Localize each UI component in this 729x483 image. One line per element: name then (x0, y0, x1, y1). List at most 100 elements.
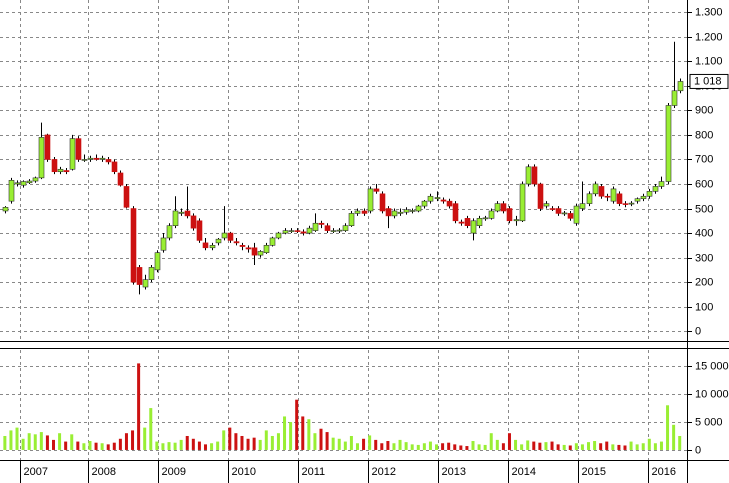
candle-body (172, 210, 179, 226)
last-value-box (689, 73, 729, 89)
candle-body (452, 203, 459, 222)
volume-bar (203, 444, 207, 450)
candle-body (2, 206, 9, 212)
volume-bar (76, 441, 80, 450)
volume-bar (21, 438, 25, 450)
candle-body (190, 215, 197, 229)
x-tick-label: 2007 (24, 466, 48, 478)
candle-body (227, 232, 234, 241)
volume-bar (392, 443, 396, 450)
candle-body (160, 237, 167, 251)
candle-body (622, 203, 629, 205)
y-tick-label: 300 (695, 252, 713, 264)
candle-body (282, 230, 289, 234)
volume-bar (568, 445, 572, 450)
candle-body (500, 203, 507, 212)
y-tick-label: 100 (695, 301, 713, 313)
candle-body (136, 267, 143, 285)
volume-bar (112, 442, 116, 450)
volume-bar (422, 443, 426, 450)
candle-body (543, 203, 550, 207)
volume-bar (404, 442, 408, 450)
volume-bar (118, 438, 122, 450)
volume-bar (465, 446, 469, 450)
volume-bar (550, 441, 554, 450)
y-tick-label: 1.100 (695, 55, 723, 67)
volume-bar (173, 442, 177, 450)
candle-body (415, 205, 422, 212)
volume-bar (380, 443, 384, 450)
candle-body (239, 245, 246, 247)
volume-bar (514, 439, 518, 450)
candle-body (312, 222, 319, 231)
candle-body (658, 181, 665, 187)
candle-body (373, 188, 380, 192)
volume-bar (386, 441, 390, 450)
y-tick-label: 0 (695, 444, 701, 456)
candle-body (99, 157, 106, 160)
y-tick-label: 200 (695, 276, 713, 288)
candle-body (586, 193, 593, 204)
candle-body (506, 208, 513, 222)
y-tick-label: 15 000 (695, 360, 729, 372)
candle-body (330, 230, 337, 232)
y-tick-label: 600 (695, 178, 713, 190)
volume-bar (131, 430, 135, 450)
volume-bar (428, 441, 432, 450)
volume-bar (3, 435, 7, 450)
candle-body (385, 208, 392, 217)
volume-bar (611, 444, 615, 450)
volume-bar (355, 443, 359, 450)
candle-body (361, 210, 368, 214)
volume-bar (82, 443, 86, 450)
volume-bar (39, 432, 43, 450)
candle-body (20, 181, 27, 186)
volume-bar (562, 444, 566, 450)
y-tick-label: 700 (695, 153, 713, 165)
candle-body (652, 186, 659, 192)
candle-body (26, 180, 33, 184)
x-tick-label: 2009 (162, 466, 186, 478)
y-tick-label: 0 (695, 325, 701, 337)
x-tick-label: 2011 (302, 466, 326, 478)
candle-body (592, 183, 599, 195)
volume-bar (672, 424, 676, 450)
volume-bar (325, 432, 329, 450)
volume-bar (88, 441, 92, 450)
volume-bar (453, 444, 457, 450)
volume-bar (27, 433, 31, 450)
candle-body (257, 251, 264, 256)
volume-bar (653, 443, 657, 450)
volume-bar (124, 433, 128, 450)
candle-body (196, 220, 203, 241)
volume-bar (64, 441, 68, 450)
candle-body (336, 229, 343, 232)
candle-body (427, 195, 434, 202)
y-tick-label: 1.200 (695, 31, 723, 43)
candle-body (634, 198, 641, 202)
volume-bar (240, 435, 244, 450)
volume-bar (574, 443, 578, 450)
candle-body (488, 210, 495, 219)
candle-body (233, 241, 240, 244)
candle-body (123, 186, 130, 208)
candle-body (178, 211, 185, 214)
volume-bar (185, 435, 189, 450)
volume-bar (447, 442, 451, 450)
volume-bar (337, 438, 341, 450)
volume-bar (398, 439, 402, 450)
volume-bar (289, 422, 293, 450)
y-tick-label: 900 (695, 104, 713, 116)
candle-body (269, 237, 276, 246)
candle-body (75, 138, 82, 160)
volume-bar (483, 444, 487, 450)
candle-body (354, 210, 361, 214)
volume-bar (52, 439, 56, 450)
candle-body (567, 213, 574, 219)
candle-body (306, 227, 313, 234)
candle-body (130, 208, 137, 283)
x-tick-label: 2012 (372, 466, 396, 478)
candle-body (494, 203, 501, 212)
candle-body (275, 232, 282, 239)
candle-body (93, 157, 100, 160)
